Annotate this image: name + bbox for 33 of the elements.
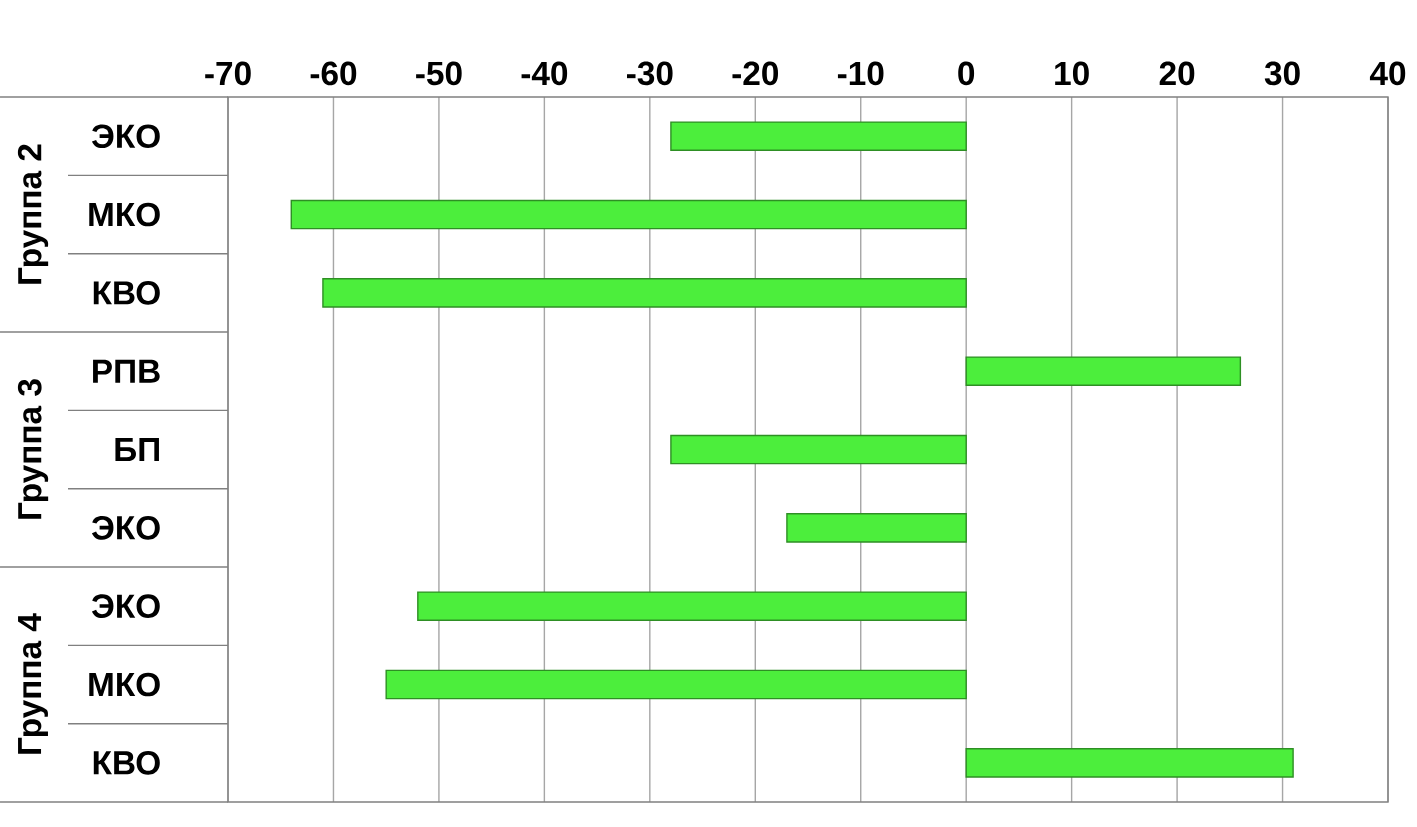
x-tick-label: -60 [310,61,357,86]
y-tick-label: РПВ [93,359,160,383]
bar [965,748,1294,778]
y-tick-label: ЭКО [91,516,160,540]
bar [385,669,967,700]
y-tick-label: МКО [89,202,160,227]
text: Группа 4 [18,613,48,754]
y-tick-label: ЭКО [91,594,160,619]
x-tick-label: 10 [1055,61,1089,86]
text: Группа 2 [17,144,49,284]
x-tick-label: -70 [205,61,251,86]
bar [290,199,967,230]
y-tick-label: КВО [93,281,160,305]
x-tick-label: -30 [627,61,673,86]
x-tick-label: 0 [958,61,975,86]
text: Группа 3 [17,379,49,519]
bar [965,356,1242,387]
x-tick-label: -20 [732,61,779,86]
bar [670,121,967,152]
bar [786,513,967,543]
y-tick-label: МКО [89,672,160,697]
x-tick-label: 30 [1264,61,1300,86]
x-tick-label: -40 [521,61,568,86]
bar [670,434,967,465]
x-tick-label: -50 [416,61,462,86]
y-tick-label: КВО [93,751,160,775]
bar [322,278,967,308]
y-tick-label: БП [115,438,159,462]
x-tick-label: 20 [1159,61,1195,86]
bar [417,591,967,621]
x-tick-label: -10 [837,61,884,86]
y-tick-label: ЭКО [91,124,160,149]
x-tick-label: 40 [1369,61,1406,86]
